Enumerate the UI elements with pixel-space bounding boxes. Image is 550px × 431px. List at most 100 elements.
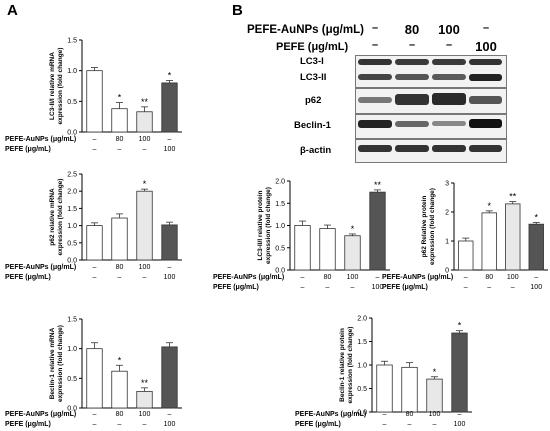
band-p62-4	[469, 96, 502, 104]
band-lc3-i-4	[469, 59, 502, 65]
protein-beclin-treatment-value: –	[457, 411, 462, 418]
mrna-lc3-ylabel: LC3-II/I relative mRNAexpression (fold c…	[49, 48, 64, 125]
blot-header-value: –	[371, 22, 379, 34]
mrna-p62-bar	[111, 217, 128, 261]
mrna-lc3-significance: *	[168, 70, 172, 80]
panel-label-b: B	[232, 2, 243, 19]
mrna-lc3-treatment-value: 80	[115, 136, 124, 143]
mrna-beclin-ylabel: Beclin-1 relative mRNAexpression (fold c…	[49, 325, 64, 402]
protein-beclin-treatment-value: –	[382, 421, 387, 428]
mrna-lc3-bar	[111, 108, 128, 133]
mrna-beclin-treatment-value: 100	[138, 411, 151, 418]
mrna-lc3-significance: *	[118, 93, 122, 103]
protein-p62-treatment-value: 100	[506, 274, 519, 281]
blot-header-value: 100	[475, 39, 497, 54]
mrna-p62-significance: *	[143, 179, 147, 189]
band-label-lc3-ii: LC3-II	[300, 72, 327, 83]
protein-beclin-treatment-row1-label: PEFE-AuNPs (μg/mL)	[295, 411, 367, 418]
protein-p62-significance: *	[534, 212, 538, 222]
mrna-lc3-treatment-value: –	[142, 146, 147, 153]
protein-beclin-tick-label: 2.0	[357, 316, 367, 323]
mrna-lc3-bar	[136, 111, 153, 133]
mrna-p62-tick-label: 1.0	[67, 223, 77, 230]
mrna-p62-treatment-value: –	[92, 264, 97, 271]
mrna-lc3-treatment-value: –	[92, 136, 97, 143]
mrna-lc3-tick-label: 0.0	[67, 130, 77, 137]
protein-lc3-significance: **	[374, 180, 382, 190]
mrna-p62-bar	[136, 190, 153, 261]
mrna-p62-treatment-value: 100	[138, 264, 151, 271]
mrna-beclin-significance: *	[118, 355, 122, 365]
blot-header-value: –	[371, 39, 379, 51]
band-p62-3	[432, 93, 466, 105]
band-lc3-i-3	[432, 59, 466, 65]
mrna-p62-tick-label: 1.5	[67, 206, 77, 213]
protein-p62-tick-label: 1	[445, 239, 449, 246]
protein-lc3-treatment-value: –	[375, 274, 380, 281]
protein-lc3-treatment-value: –	[325, 284, 330, 291]
mrna-lc3-significance: **	[141, 97, 149, 107]
protein-beclin-bar	[426, 378, 443, 413]
mrna-lc3-tick-label: 1.0	[67, 68, 77, 75]
mrna-beclin-treatment-value: –	[117, 421, 122, 428]
protein-p62-tick-label: 3	[445, 181, 449, 188]
band-lc3-i-1	[358, 59, 392, 65]
panel-label-a: A	[7, 2, 18, 19]
protein-p62-treatment-value: –	[534, 274, 539, 281]
protein-lc3-treatment-value: –	[350, 284, 355, 291]
protein-beclin-tick-label: 0.5	[357, 386, 367, 393]
mrna-lc3-treatment-row1-label: PEFE-AuNPs (μg/mL)	[5, 136, 77, 143]
protein-lc3-tick-label: 0.0	[275, 268, 285, 275]
protein-beclin-treatment-value: 100	[453, 421, 466, 428]
protein-beclin-treatment-value: 100	[428, 411, 441, 418]
blot-header-value: 100	[438, 22, 460, 37]
protein-p62-bar	[458, 240, 474, 271]
mrna-lc3-bar	[161, 82, 178, 133]
mrna-beclin-tick-label: 0.5	[67, 376, 77, 383]
mrna-beclin-treatment-value: –	[167, 411, 172, 418]
band-beclin-1-4	[469, 119, 502, 128]
protein-p62-tick-label: 2	[445, 210, 449, 217]
band-p62-1	[358, 97, 392, 103]
blot-header-value: –	[482, 22, 490, 34]
protein-p62-ylabel: p62 Relative proteinexpression (fold cha…	[421, 188, 436, 265]
mrna-beclin-tick-label: 1.5	[67, 317, 77, 324]
protein-lc3-tick-label: 2.0	[275, 179, 285, 186]
band-lc3-ii-4	[469, 74, 502, 81]
mrna-beclin-bar	[136, 390, 153, 409]
protein-beclin-treatment-value: –	[382, 411, 387, 418]
mrna-beclin-significance: **	[141, 378, 149, 388]
mrna-lc3-treatment-value: 100	[138, 136, 151, 143]
protein-p62-bar	[528, 223, 544, 271]
protein-p62-treatment-value: –	[487, 284, 492, 291]
band-beclin-1-1	[358, 120, 392, 128]
protein-lc3-ylabel: LC3-II/I relative proteinexpression (fol…	[257, 187, 272, 264]
band-label-p62: p62	[305, 95, 322, 106]
protein-lc3-treatment-value: –	[300, 284, 305, 291]
protein-p62-significance: *	[487, 201, 491, 211]
mrna-p62-treatment-value: –	[92, 274, 97, 281]
mrna-lc3-treatment-value: –	[117, 146, 122, 153]
band-beta-actin-4	[469, 145, 502, 152]
protein-lc3-bar	[294, 225, 311, 271]
mrna-p62-treatment-value: –	[142, 274, 147, 281]
blot-header-row2-label: PEFE (μg/mL)	[276, 41, 349, 53]
protein-beclin-tick-label: 0.0	[357, 410, 367, 417]
band-beclin-1-3	[432, 121, 466, 126]
protein-p62-treatment-value: 80	[485, 274, 494, 281]
blot-header-value: –	[408, 39, 416, 51]
protein-beclin-tick-label: 1.5	[357, 339, 367, 346]
band-p62-2	[395, 94, 429, 105]
band-label-beta-actin: β-actin	[300, 145, 332, 156]
protein-lc3-tick-label: 0.5	[275, 245, 285, 252]
protein-beclin-treatment-value: –	[407, 421, 412, 428]
band-lc3-i-2	[395, 59, 429, 65]
protein-beclin-ylabel: Beclin-1 relative proteinexpression (fol…	[339, 327, 354, 404]
protein-lc3-bar	[319, 228, 336, 271]
mrna-beclin-bar	[111, 370, 128, 409]
protein-beclin-treatment-value: –	[432, 421, 437, 428]
protein-beclin-tick-label: 1.0	[357, 363, 367, 370]
protein-lc3-bar	[344, 235, 361, 271]
mrna-p62-treatment-row2-label: PEFE (μg/mL)	[5, 274, 51, 281]
